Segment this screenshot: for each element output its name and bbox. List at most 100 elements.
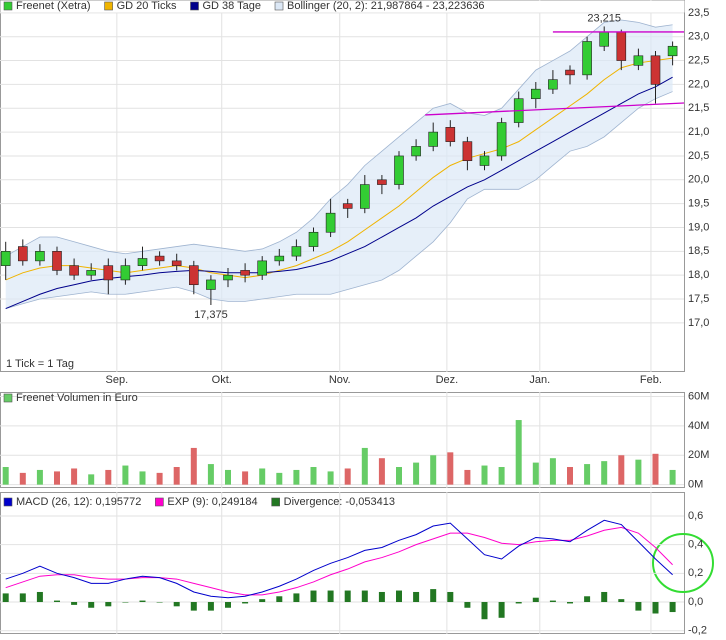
divergence-bar	[361, 590, 368, 603]
volume-bar	[207, 464, 214, 485]
candle-body	[325, 212, 336, 233]
candle-body	[667, 45, 678, 57]
candle-body	[411, 146, 421, 157]
volume-bar	[498, 467, 505, 485]
candle-body	[52, 251, 62, 271]
legend-label: GD 38 Tage	[203, 0, 262, 12]
divergence-bar	[327, 590, 334, 603]
divergence-bar	[430, 589, 437, 603]
volume-bar	[105, 469, 112, 485]
divergence-bar	[652, 602, 659, 614]
candle-body	[171, 260, 182, 266]
y-tick-label: 0,0	[688, 596, 703, 608]
volume-bar	[173, 467, 180, 485]
legend-label: GD 20 Ticks	[117, 0, 177, 12]
candle-body	[137, 258, 148, 266]
volume-bar	[601, 461, 608, 485]
legend-label: Bollinger (20, 2): 21,987864 - 23,223636	[287, 0, 485, 12]
y-tick-label: 18,0	[688, 269, 709, 281]
bollinger-upper	[5, 19, 673, 257]
legend-label: EXP (9): 0,249184	[167, 496, 257, 508]
y-tick-label: 22,0	[688, 78, 709, 90]
divergence-bar	[464, 602, 471, 608]
gd20-line	[5, 57, 673, 281]
divergence-bar	[105, 602, 112, 607]
x-tick-label: Okt.	[212, 374, 232, 386]
candle-body	[428, 131, 439, 147]
y-tick-label: -0,2	[688, 625, 707, 637]
x-tick-label: Feb.	[640, 374, 662, 386]
volume-bar	[584, 464, 591, 485]
divergence-bar	[601, 591, 608, 603]
candle-body	[103, 265, 114, 281]
candle-body	[35, 251, 45, 262]
volume-bar	[327, 471, 334, 485]
volume-bar	[618, 455, 625, 485]
volume-bar	[396, 467, 402, 485]
candle-body	[342, 203, 353, 209]
divergence-bar	[310, 590, 317, 603]
divergence-bar	[567, 602, 573, 604]
y-tick-label: 20,0	[688, 174, 709, 186]
volume-bar	[54, 471, 60, 485]
y-tick-label: 0,2	[688, 567, 703, 579]
candle-body	[291, 246, 302, 257]
volume-bar	[447, 452, 454, 485]
macd-line	[5, 519, 673, 599]
volume-bar	[361, 447, 368, 485]
volume-bar	[310, 467, 317, 485]
macd-panel	[0, 492, 685, 634]
legend-swatch	[190, 1, 199, 11]
volume-bar	[122, 465, 129, 485]
y-tick-label: 0,6	[688, 510, 703, 522]
candle-body	[257, 260, 268, 276]
volume-bar	[36, 469, 43, 485]
volume-bar	[635, 459, 642, 485]
candle-body	[599, 31, 610, 47]
candle-body	[0, 251, 11, 266]
legend-bg	[0, 0, 685, 13]
candle-body	[616, 31, 627, 61]
volume-bar	[481, 465, 488, 485]
divergence-bar	[259, 599, 266, 603]
volume-bar	[549, 458, 556, 485]
volume-bar	[567, 467, 573, 485]
divergence-bar	[139, 600, 146, 603]
divergence-bar	[36, 591, 43, 603]
candle-body	[240, 270, 250, 276]
volume-bar	[156, 472, 163, 485]
highlight-circle	[652, 533, 714, 593]
candle-body	[189, 265, 199, 286]
legend-label: Divergence: -0,053413	[284, 496, 395, 508]
y-tick-label: 40M	[688, 420, 709, 432]
legend-swatch	[155, 497, 164, 507]
legend-swatch	[271, 497, 280, 507]
legend-swatch	[274, 1, 284, 11]
divergence-bar	[413, 591, 420, 603]
gd38-line	[5, 76, 673, 310]
y-tick-label: 20,5	[688, 150, 709, 162]
divergence-bar	[293, 593, 300, 603]
candle-body	[69, 265, 79, 276]
legend-swatch	[3, 497, 13, 507]
volume-bar	[413, 462, 420, 485]
divergence-bar	[618, 599, 625, 603]
candle-body	[530, 88, 541, 100]
divergence-bar	[549, 600, 556, 603]
volume-bar	[242, 471, 249, 485]
divergence-bar	[71, 602, 78, 605]
y-tick-label: 19,5	[688, 198, 709, 210]
divergence-bar	[635, 602, 642, 611]
candle-body	[308, 231, 319, 247]
volume-bar	[532, 462, 539, 485]
divergence-bar	[225, 602, 231, 608]
volume-bar	[293, 469, 300, 485]
candle-body	[548, 79, 558, 90]
x-tick-label: Nov.	[329, 374, 351, 386]
candle-body	[120, 265, 131, 281]
volume-bar	[515, 420, 522, 485]
candle-body	[274, 255, 285, 262]
y-tick-label: 23,5	[688, 7, 709, 19]
candle-body	[394, 155, 404, 185]
candle-body	[445, 127, 456, 142]
